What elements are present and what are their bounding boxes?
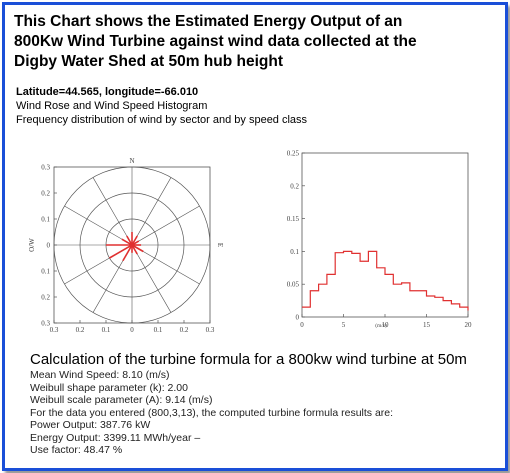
rose-sector-120	[131, 244, 144, 253]
wind-rose-chart: 0.3 0.2 0.1 0 0.1 0.2 0.30.30.20.100.10.20.3NO…	[28, 157, 224, 334]
rose-sector-210	[122, 244, 133, 262]
hist-x-tick-label: 15	[423, 321, 431, 329]
rose-x-tick-label: 0	[130, 326, 134, 334]
hist-x-tick-label: 0	[300, 321, 304, 329]
rose-x-tick-label: 0.1	[154, 326, 163, 334]
rose-x-tick-label: 0.3	[206, 326, 215, 334]
rose-x-tick-label: 0.2	[180, 326, 189, 334]
rose-y-tick-label: 0.3	[41, 320, 50, 328]
hist-plot-border	[301, 152, 469, 318]
hist-y-tick-label: 0.1	[290, 248, 299, 256]
calculation-heading: Calculation of the turbine formula for a…	[30, 351, 467, 368]
rose-center-dot	[130, 243, 134, 247]
calc-line-mean-wind-speed: Mean Wind Speed: 8.10 (m/s)	[30, 369, 170, 381]
rose-x-tick-label: 0.2	[76, 326, 85, 334]
hist-y-tick-label: 0.05	[287, 281, 300, 289]
subtitle-frequency: Frequency distribution of wind by sector…	[16, 114, 308, 126]
rose-y-tick-label: 0.2	[41, 294, 50, 302]
calculation-lines: Mean Wind Speed: 8.10 (m/s) Weibull shap…	[30, 369, 467, 457]
subtitle-wind-rose: Wind Rose and Wind Speed Histogram	[16, 100, 208, 112]
rose-y-tick-label: 0.1	[41, 216, 50, 224]
hist-x-tick-label: 10	[382, 321, 390, 329]
hist-y-tick-label: 0.25	[287, 150, 300, 158]
rose-label-west: O/W	[28, 238, 36, 252]
wind-speed-histogram: 0 0.05 0.1 0.15 0.2 0.25 0 5 10 15 20 (m/s)	[287, 150, 473, 330]
chart-meta: Latitude=44.565, longitude=-66.010 Wind …	[16, 85, 307, 127]
hist-series-line	[302, 250, 469, 311]
hist-x-axis-label: (m/s)	[375, 322, 387, 329]
rose-label-east: E	[216, 243, 224, 247]
calculation-section: Calculation of the turbine formula for a…	[30, 350, 467, 457]
rose-y-tick-label: 0.2	[41, 190, 50, 198]
rose-sector-240	[109, 244, 133, 259]
rose-label-north: N	[129, 157, 134, 165]
chart-title: This Chart shows the Estimated Energy Ou…	[14, 12, 494, 72]
hist-y-tick-label: 0.15	[287, 215, 300, 223]
rose-y-tick-label: 0.1	[41, 268, 50, 276]
hist-x-tick-label: 20	[465, 321, 473, 329]
hist-y-tick-label: 0.2	[290, 182, 299, 190]
calc-line-energy-output: Energy Output: 3399.11 MWh/year –	[30, 431, 201, 444]
hist-y-tick-label: 0	[296, 314, 300, 322]
title-line-3: Digby Water Shed at 50m hub height	[14, 53, 283, 70]
calc-line-weibull-k: Weibull shape parameter (k): 2.00	[30, 381, 188, 394]
calc-line-weibull-a: Weibull scale parameter (A): 9.14 (m/s)	[30, 394, 213, 406]
rose-y-tick-label: 0.3	[41, 164, 50, 172]
rose-x-tick-label: 0.3	[50, 326, 59, 334]
rose-x-tick-label: 0.1	[102, 326, 111, 334]
calc-line-data-entered: For the data you entered (800,3,13), the…	[30, 406, 394, 419]
title-line-2: 800Kw Wind Turbine against wind data col…	[14, 33, 417, 50]
coordinates-text: Latitude=44.565, longitude=-66.010	[16, 86, 199, 98]
hist-x-tick-label: 5	[342, 321, 346, 329]
calc-line-power-output: Power Output: 387.76 kW	[30, 419, 151, 431]
rose-y-tick-label: 0	[47, 242, 51, 250]
calc-line-use-factor: Use factor: 48.47 %	[30, 444, 123, 456]
title-line-1: This Chart shows the Estimated Energy Ou…	[14, 13, 403, 30]
